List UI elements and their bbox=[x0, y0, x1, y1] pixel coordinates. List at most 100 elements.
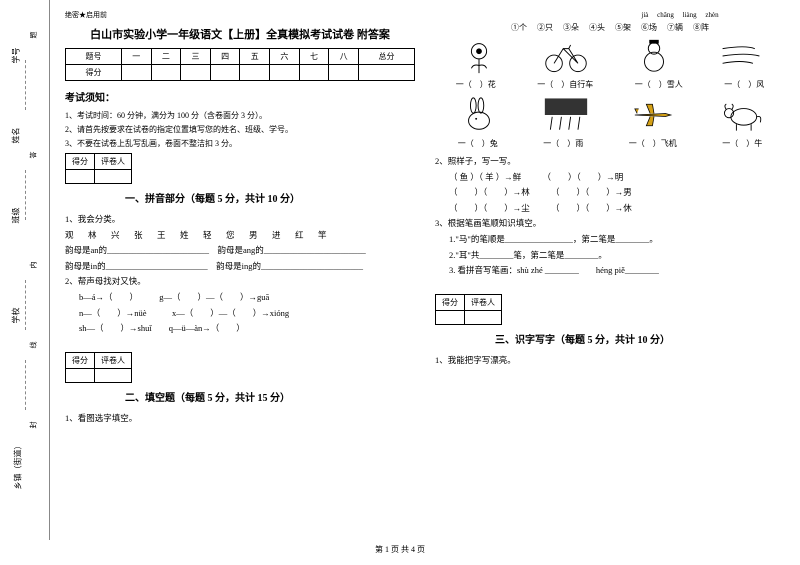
lbl-rabbit: 一（ ）兔 bbox=[458, 138, 498, 149]
bike-icon bbox=[543, 37, 589, 75]
th-9: 总分 bbox=[358, 49, 414, 65]
r-q2-label: 2、照样子，写一写。 bbox=[435, 155, 785, 169]
notice-title: 考试须知： bbox=[65, 89, 415, 104]
sidebar-xuexiao: 学校 bbox=[11, 308, 22, 324]
th-2: 二 bbox=[151, 49, 181, 65]
section2-title: 二、填空题（每题 5 分，共计 15 分） bbox=[125, 389, 290, 404]
sidebar-xuehao: 学号 bbox=[11, 48, 22, 64]
s1q2-r2a: n—（ ）→nüè bbox=[79, 308, 147, 318]
snowman-icon bbox=[631, 37, 677, 75]
s1q2-r3a: sh—（ ）→shuǐ bbox=[79, 323, 152, 333]
py-1: jià bbox=[641, 11, 648, 19]
s1q1-line1: 韵母是an的________________________ 韵母是ang的__… bbox=[65, 244, 415, 258]
mark-nei: 内 bbox=[29, 262, 39, 269]
th-8: 八 bbox=[329, 49, 359, 65]
section1-title: 一、拼音部分（每题 5 分，共计 10 分） bbox=[125, 190, 300, 205]
lbl-plane: 一（ ）飞机 bbox=[629, 138, 677, 149]
s1q1-chars: 观 林 兴 张 王 姓 轻 您 男 进 红 竿 bbox=[65, 229, 415, 243]
sidebar-xiangzhen: 乡镇（街道） bbox=[13, 442, 24, 490]
th-5: 五 bbox=[240, 49, 270, 65]
opt-4: ④头 bbox=[589, 23, 605, 32]
section3-title: 三、识字写字（每题 5 分，共计 10 分） bbox=[495, 331, 670, 346]
image-row-1 bbox=[435, 37, 785, 75]
instr-3: 3、不要在试卷上乱写乱画，卷面不整洁扣 3 分。 bbox=[65, 138, 415, 149]
row2-label: 得分 bbox=[66, 65, 122, 81]
binding-sidebar: 学号 姓名 班级 学校 乡镇（街道） 题 答 内 线 封 bbox=[0, 0, 50, 540]
opt-7: ⑦辆 bbox=[667, 23, 683, 32]
sidebar-banji: 班级 bbox=[11, 208, 22, 224]
mini2-c2: 评卷人 bbox=[95, 352, 132, 368]
left-column: 绝密★启用前 白山市实验小学一年级语文【上册】全真模拟考试试卷 附答案 题号 一… bbox=[65, 10, 415, 540]
s3q1-label: 1、我能把字写漂亮。 bbox=[435, 354, 785, 368]
page: 学号 姓名 班级 学校 乡镇（街道） 题 答 内 线 封 绝密★启用前 白山市实… bbox=[0, 0, 800, 540]
paper-title: 白山市实验小学一年级语文【上册】全真模拟考试试卷 附答案 bbox=[65, 26, 415, 42]
score-header-row: 题号 一 二 三 四 五 六 七 八 总分 bbox=[66, 49, 415, 65]
mini-c1: 得分 bbox=[66, 154, 95, 170]
dashline-3 bbox=[25, 280, 26, 330]
flower-icon bbox=[456, 37, 502, 75]
opt-2: ②只 bbox=[537, 23, 553, 32]
pinyin-row: jià chǎng liàng zhèn bbox=[435, 10, 785, 20]
th-4: 四 bbox=[210, 49, 240, 65]
secret-label: 绝密★启用前 bbox=[65, 10, 415, 20]
lbl-rain: 一（ ）雨 bbox=[543, 138, 583, 149]
dashline-4 bbox=[25, 360, 26, 410]
th-7: 七 bbox=[299, 49, 329, 65]
options-row: ①个 ②只 ③朵 ④头 ⑤架 ⑥场 ⑦辆 ⑧阵 bbox=[435, 22, 785, 33]
lbl-wind: 一（ ）风 bbox=[724, 79, 764, 90]
s1q2-r2b: x—（ ）—（ ）→xióng bbox=[172, 308, 289, 318]
score-value-row: 得分 bbox=[66, 65, 415, 81]
mark-xian: 线 bbox=[29, 342, 39, 349]
sidebar-xingming: 姓名 bbox=[11, 128, 22, 144]
r-q2-l2: （ ）（ ）→林 （ ）（ ）→男 bbox=[435, 186, 785, 200]
r-q2-l1: （ 鱼 ）（ 羊 ）→鲜 （ ）（ ）→明 bbox=[435, 171, 785, 185]
lbl-ox: 一（ ）牛 bbox=[722, 138, 762, 149]
s1q1-label: 1、我会分类。 bbox=[65, 213, 415, 227]
mini2-c1: 得分 bbox=[66, 352, 95, 368]
mini3-c1: 得分 bbox=[436, 294, 465, 310]
th-1: 一 bbox=[121, 49, 151, 65]
image-row-2 bbox=[435, 96, 785, 134]
r-q3-l2: 2."耳"共________笔，第二笔是________。 bbox=[435, 249, 785, 263]
right-q2: 2、照样子，写一写。 （ 鱼 ）（ 羊 ）→鲜 （ ）（ ）→明 （ ）（ ）→… bbox=[435, 155, 785, 215]
section3-content: 1、我能把字写漂亮。 bbox=[435, 354, 785, 368]
rabbit-icon bbox=[456, 96, 502, 134]
th-0: 题号 bbox=[66, 49, 122, 65]
mark-da: 答 bbox=[29, 152, 39, 159]
r-q2-l3: （ ）（ ）→尘 （ ）（ ）→休 bbox=[435, 202, 785, 216]
r-q3-l1: 1."马"的笔顺是________________，第二笔是________。 bbox=[435, 233, 785, 247]
instr-2: 2、请首先按要求在试卷的指定位置填写您的姓名、班级、学号。 bbox=[65, 124, 415, 135]
lbl-bike: 一（ ）自行车 bbox=[537, 79, 593, 90]
label-row-2: 一（ ）兔 一（ ）雨 一（ ）飞机 一（ ）牛 bbox=[435, 138, 785, 149]
mini-c2: 评卷人 bbox=[95, 154, 132, 170]
r-q3-l3: 3. 看拼音写笔画：shù zhé ________ héng piě_____… bbox=[435, 264, 785, 278]
plane-icon bbox=[631, 96, 677, 134]
main-content: 绝密★启用前 白山市实验小学一年级语文【上册】全真模拟考试试卷 附答案 题号 一… bbox=[50, 0, 800, 540]
opt-8: ⑧阵 bbox=[693, 23, 709, 32]
section2-content: 1、看图选字填空。 bbox=[65, 412, 415, 426]
s1q1-line2: 韵母是in的________________________ 韵母是ing的__… bbox=[65, 260, 415, 274]
mini3-c2: 评卷人 bbox=[465, 294, 502, 310]
lbl-flower: 一（ ）花 bbox=[456, 79, 496, 90]
grader-table-1: 得分评卷人 bbox=[65, 153, 132, 184]
opt-5: ⑤架 bbox=[615, 23, 631, 32]
r-q3-label: 3、根据笔画笔顺知识填空。 bbox=[435, 217, 785, 231]
label-row-1: 一（ ）花 一（ ）自行车 一（ ）雪人 一（ ）风 bbox=[435, 79, 785, 90]
wind-icon bbox=[718, 37, 764, 75]
grader-table-2: 得分评卷人 bbox=[65, 352, 132, 383]
py-4: zhèn bbox=[705, 11, 718, 19]
s2q1-label: 1、看图选字填空。 bbox=[65, 412, 415, 426]
th-3: 三 bbox=[181, 49, 211, 65]
page-footer: 第 1 页 共 4 页 bbox=[0, 540, 800, 559]
instructions: 1、考试时间：60 分钟，满分为 100 分（含卷面分 3 分）。 2、请首先按… bbox=[65, 110, 415, 149]
right-q3: 3、根据笔画笔顺知识填空。 1."马"的笔顺是________________，… bbox=[435, 217, 785, 277]
s1q2-r1a: b—á→（ ） bbox=[79, 292, 134, 302]
dashline-1 bbox=[25, 60, 26, 110]
s1q2-label: 2、帮声母找对又快。 bbox=[65, 275, 415, 289]
grader-table-3: 得分评卷人 bbox=[435, 294, 502, 325]
opt-1: ①个 bbox=[511, 23, 527, 32]
opt-3: ③朵 bbox=[563, 23, 579, 32]
lbl-snowman: 一（ ）雪人 bbox=[635, 79, 683, 90]
s1q2-r1b: g—（ ）—（ ）→guā bbox=[159, 292, 269, 302]
section1-content: 1、我会分类。 观 林 兴 张 王 姓 轻 您 男 进 红 竿 韵母是an的__… bbox=[65, 213, 415, 336]
